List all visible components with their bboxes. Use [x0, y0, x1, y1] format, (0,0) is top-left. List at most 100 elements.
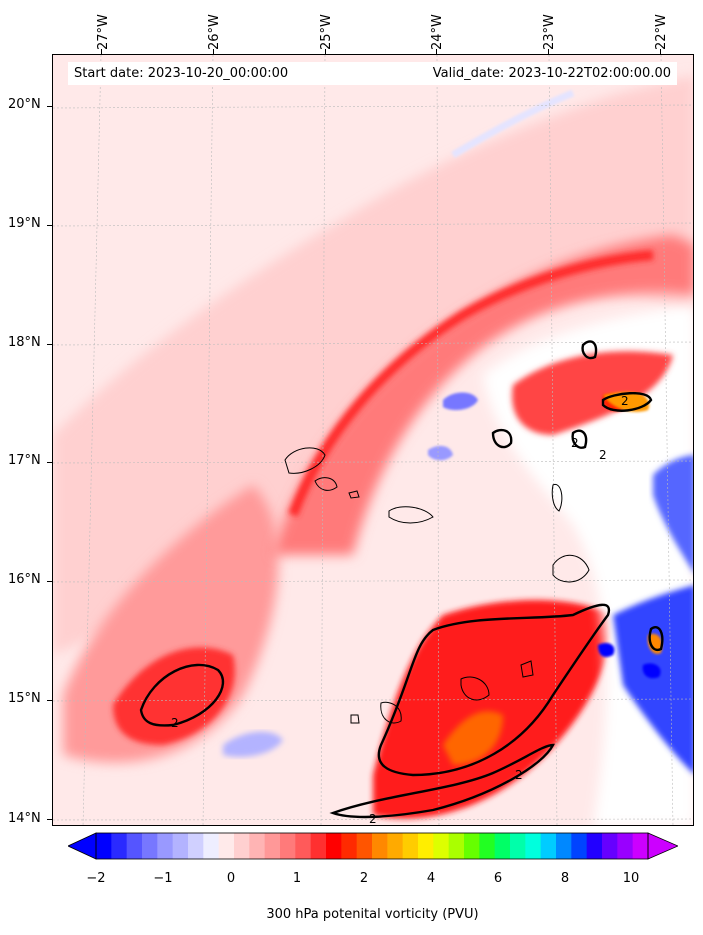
colorbar-segment: [280, 833, 296, 859]
lat-label: 15°N: [8, 691, 41, 706]
colorbar-segment: [387, 833, 404, 859]
pv-contour-east-4: [581, 340, 598, 360]
colorbar-segment: [295, 833, 312, 859]
colorbar-segment: [356, 833, 373, 859]
lon-tick: [101, 49, 102, 54]
lon-tick: [660, 49, 661, 54]
lon-label: 25°W: [319, 14, 334, 50]
map-panel: 2 2 2 2 2 2: [52, 54, 694, 826]
contour-label: 2: [621, 394, 629, 408]
lat-tick: [47, 700, 52, 701]
pv-contour-east-2: [491, 428, 513, 449]
colorbar-extend-min: [68, 832, 97, 860]
contour-label: 2: [171, 716, 179, 730]
island-maio: [520, 660, 534, 678]
colorbar-segment: [433, 833, 450, 859]
pv-field: 2 2 2 2 2 2: [53, 55, 693, 826]
colorbar-segment: [418, 833, 434, 859]
colorbar-segment: [172, 833, 189, 859]
pv-contour-south: [377, 603, 611, 777]
lat-tick: [47, 344, 52, 345]
colorbar-extend-max: [647, 832, 678, 860]
colorbar-tick-label: 2: [359, 871, 369, 886]
colorbar-segment: [96, 833, 112, 859]
lon-tick: [325, 49, 326, 54]
lat-label: 20°N: [8, 97, 41, 112]
colorbar-segment: [157, 833, 174, 859]
info-bar: Start date: 2023-10-20_00:00:00 Valid_da…: [68, 62, 677, 85]
lon-label: 24°W: [430, 14, 445, 50]
colorbar-tick-label: 1: [292, 871, 302, 886]
colorbar-tick-label: −2: [86, 871, 106, 886]
lon-tick: [213, 49, 214, 54]
colorbar-segment: [617, 833, 634, 859]
island-boa-vista: [552, 555, 590, 583]
colorbar-segment: [571, 833, 588, 859]
lon-tick: [436, 49, 437, 54]
colorbar-segment: [632, 833, 649, 859]
pv-contour-east-3: [571, 429, 588, 449]
pv-contour-east-5: [648, 626, 664, 652]
lat-tick: [47, 106, 52, 107]
colorbar-tick-label: 6: [493, 871, 503, 886]
lon-label: 26°W: [207, 14, 222, 50]
start-date-label: Start date: 2023-10-20_00:00:00: [74, 66, 289, 81]
lon-tick: [548, 49, 549, 54]
colorbar-segment: [249, 833, 266, 859]
pv-contour-southern-strip: [329, 743, 555, 819]
colorbar-segment: [341, 833, 358, 859]
colorbar-segments: [96, 833, 649, 859]
colorbar-segment: [188, 833, 204, 859]
colorbar-segment: [203, 833, 220, 859]
colorbar: [68, 832, 678, 860]
lat-label: 18°N: [8, 335, 41, 350]
colorbar-segment: [448, 833, 465, 859]
colorbar-segment: [479, 833, 496, 859]
colorbar-tick-label: 8: [560, 871, 570, 886]
island-sal: [551, 483, 563, 512]
lat-label: 19°N: [8, 216, 41, 231]
colorbar-segment: [494, 833, 511, 859]
contour-label: 2: [571, 436, 579, 450]
lat-label: 17°N: [8, 453, 41, 468]
colorbar-segment: [234, 833, 250, 859]
colorbar-segment: [540, 833, 557, 859]
colorbar-segment: [264, 833, 281, 859]
colorbar-segment: [602, 833, 618, 859]
colorbar-segment: [402, 833, 419, 859]
colorbar-segment: [126, 833, 143, 859]
colorbar-segment: [142, 833, 158, 859]
lat-tick: [47, 462, 52, 463]
pv-contour-west: [139, 663, 225, 727]
colorbar-segment: [218, 833, 235, 859]
lat-tick: [47, 581, 52, 582]
colorbar-tick-label: 4: [426, 871, 436, 886]
lon-label: 23°W: [542, 14, 557, 50]
valid-date-label: Valid_date: 2023-10-22T02:00:00.00: [432, 66, 671, 81]
colorbar-segment: [510, 833, 526, 859]
pv-contour-east-1: [601, 392, 653, 412]
colorbar-tick-label: 10: [622, 871, 640, 886]
colorbar-segment: [464, 833, 480, 859]
contour-label: 2: [599, 448, 607, 462]
contour-label: 2: [369, 812, 377, 826]
contour-label: 2: [515, 768, 523, 782]
colorbar-segment: [326, 833, 342, 859]
island-santiago: [460, 676, 490, 701]
colorbar-segment: [556, 833, 572, 859]
colorbar-tick-label: −1: [153, 871, 173, 886]
island-santo-antao: [284, 447, 326, 474]
lat-label: 14°N: [8, 811, 41, 826]
lon-label: 27°W: [96, 14, 111, 50]
island-santa-luzia: [348, 490, 360, 499]
island-sao-nicolau: [388, 506, 434, 524]
lat-tick: [47, 819, 52, 820]
colorbar-segment: [525, 833, 542, 859]
colorbar-title: 300 hPa potenital vorticity (PVU): [266, 907, 479, 922]
colorbar-segment: [111, 833, 128, 859]
lon-label: 22°W: [654, 14, 669, 50]
island-fogo: [380, 701, 402, 724]
lat-tick: [47, 225, 52, 226]
colorbar-tick-label: 0: [226, 871, 236, 886]
lat-label: 16°N: [8, 572, 41, 587]
